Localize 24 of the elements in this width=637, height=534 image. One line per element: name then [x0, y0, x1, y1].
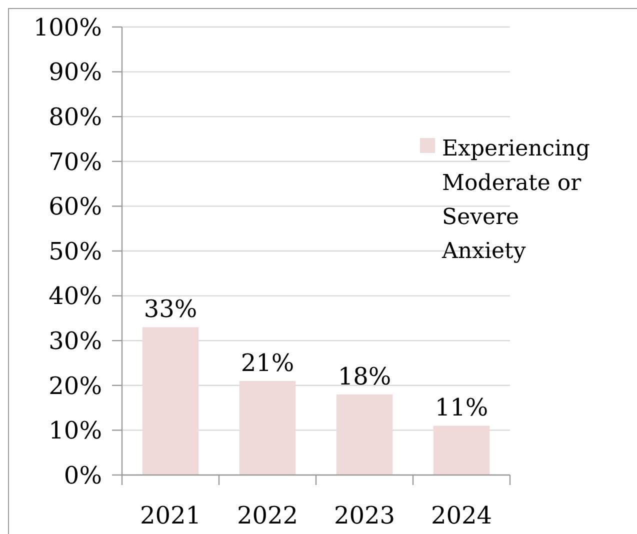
bar [239, 380, 296, 475]
y-tick-label: 80% [48, 103, 102, 131]
y-tick-label: 70% [48, 148, 102, 176]
x-tick-label: 2021 [140, 501, 202, 530]
bar [336, 394, 393, 475]
y-tick-label: 40% [48, 282, 102, 310]
x-tick-label: 2023 [334, 501, 396, 530]
y-tick-label: 0% [64, 461, 102, 490]
legend-label: Experiencing Moderate or Severe Anxiety [441, 136, 590, 264]
text: 21% [240, 348, 294, 377]
text: 33% [144, 295, 198, 324]
y-tick-label: 10% [48, 416, 102, 445]
text: 11% [434, 394, 488, 422]
y-tick-label: 100% [33, 13, 102, 42]
y-tick-label: 90% [48, 58, 102, 86]
y-tick-label: 30% [48, 327, 102, 355]
x-tick-label: 2022 [236, 501, 298, 530]
y-tick-label: 20% [48, 372, 102, 400]
y-tick-label: 50% [48, 237, 102, 266]
x-tick-label: 2024 [430, 501, 492, 530]
bar [433, 426, 490, 475]
y-tick-label: 60% [48, 192, 102, 221]
bar [142, 327, 199, 475]
text: 18% [338, 362, 392, 390]
